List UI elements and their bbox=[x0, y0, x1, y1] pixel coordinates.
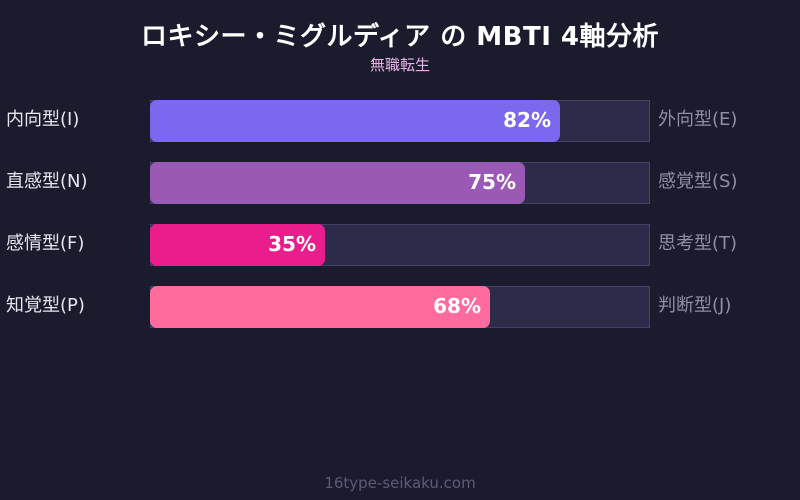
chart-subtitle: 無職転生 bbox=[369, 56, 430, 74]
axis-row: 知覚型(P) 68% 判断型(J) bbox=[0, 286, 800, 328]
percent-label: 35% bbox=[268, 232, 316, 256]
left-type-label: 感情型(F) bbox=[6, 233, 85, 254]
bar-fill bbox=[150, 286, 490, 328]
percent-label: 75% bbox=[468, 170, 516, 194]
right-type-label: 判断型(J) bbox=[658, 295, 732, 316]
chart-title: ロキシー・ミグルディア の MBTI 4軸分析 bbox=[140, 22, 660, 52]
bar-fill bbox=[150, 162, 525, 204]
percent-label: 82% bbox=[503, 108, 551, 132]
left-type-label: 内向型(I) bbox=[6, 109, 80, 130]
right-type-label: 外向型(E) bbox=[658, 109, 738, 130]
percent-label: 68% bbox=[433, 294, 481, 318]
source-footer: 16type-seikaku.com bbox=[324, 474, 476, 492]
axis-row: 直感型(N) 75% 感覚型(S) bbox=[0, 162, 800, 204]
right-type-label: 感覚型(S) bbox=[658, 171, 738, 192]
left-type-label: 直感型(N) bbox=[6, 171, 88, 192]
bar-fill bbox=[150, 224, 325, 266]
bar-fill bbox=[150, 100, 560, 142]
axis-row: 感情型(F) 35% 思考型(T) bbox=[0, 224, 800, 266]
right-type-label: 思考型(T) bbox=[658, 233, 738, 254]
axis-row: 内向型(I) 82% 外向型(E) bbox=[0, 100, 800, 142]
left-type-label: 知覚型(P) bbox=[6, 295, 85, 316]
